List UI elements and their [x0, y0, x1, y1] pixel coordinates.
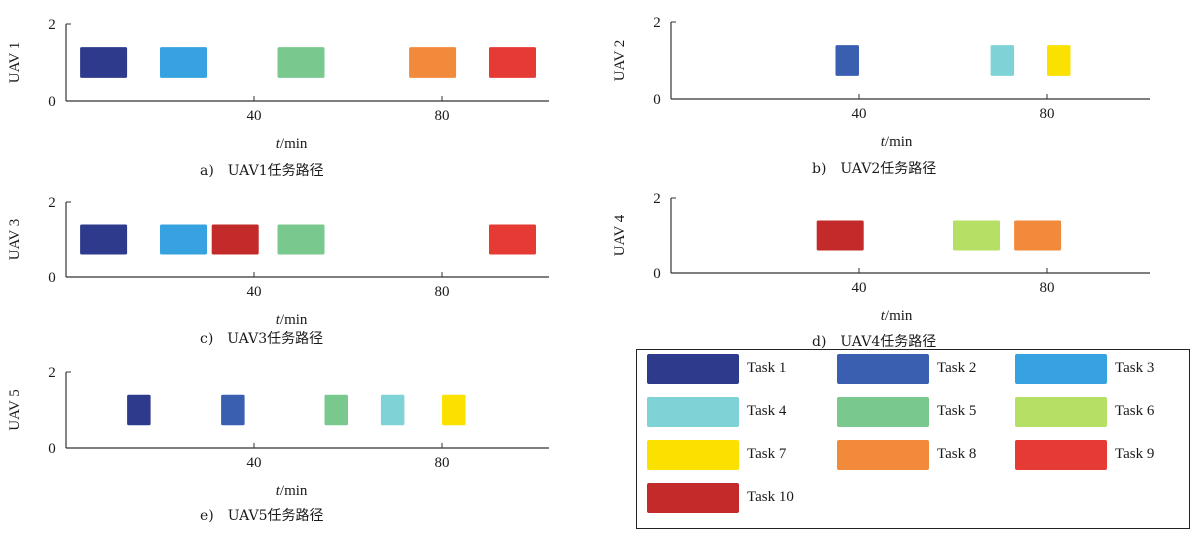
panel-4-bar-task-10: [816, 220, 864, 251]
legend-swatch: [837, 354, 929, 384]
panel-3-x-tick-label: 40: [247, 284, 262, 300]
legend-swatch: [1015, 440, 1107, 470]
panel-4-bar-task-6: [953, 220, 1000, 251]
panel-4-x-axis-label: t/min: [881, 308, 913, 324]
panel-1-bar-task-1: [80, 47, 128, 78]
panel-5-bar-task-5: [324, 394, 348, 426]
panel-4-y-axis-label: UAV 4: [612, 214, 628, 256]
legend-swatch: [1015, 354, 1107, 384]
panel-4-caption: d) UAV4任务路径: [812, 334, 936, 350]
legend-label: Task 8: [937, 446, 977, 462]
panel-3-bar-task-5: [277, 224, 325, 255]
panel-2-x-axis-label: t/min: [881, 134, 913, 150]
legend-label: Task 1: [747, 360, 787, 376]
panel-4-x-tick-label: 40: [852, 280, 867, 296]
panel-1-bar-task-9: [489, 47, 536, 78]
task-legend: Task 1 Task 2 Task 3 Task 4 Task 5 Task 6 Task…: [636, 349, 1190, 529]
panel-1-x-axis-label: t/min: [276, 136, 308, 152]
panel-3-bar-task-10: [211, 224, 259, 255]
panel-5-x-tick-label: 80: [435, 455, 450, 471]
panel-3-bar-task-1: [80, 224, 128, 255]
panel-2-x-tick-label: 40: [852, 106, 867, 122]
panel-2-caption: b) UAV2任务路径: [812, 161, 936, 177]
legend-label: Task 7: [747, 446, 787, 462]
panel-3-x-axis-label: t/min: [276, 312, 308, 328]
panel-5-x-tick-label: 40: [247, 455, 262, 471]
panel-1-caption: a) UAV1任务路径: [200, 163, 324, 179]
panel-5-x-axis-label: t/min: [276, 483, 308, 499]
panel-1-bar-task-3: [160, 47, 207, 78]
legend-swatch: [647, 397, 739, 427]
panel-4-x-tick-label: 80: [1040, 280, 1055, 296]
panel-1-y-tick-label: 0: [48, 94, 56, 110]
panel-5-bar-task-1: [127, 394, 151, 426]
panel-4-y-tick-label: 2: [653, 191, 661, 207]
legend-swatch: [647, 483, 739, 513]
panel-5-caption: e) UAV5任务路径: [200, 508, 324, 524]
panel-3-y-axis-label: UAV 3: [7, 219, 23, 261]
panel-3-y-tick-label: 0: [48, 270, 56, 286]
panel-3-caption: c) UAV3任务路径: [200, 331, 323, 347]
legend-label: Task 6: [1115, 403, 1155, 419]
panel-1-x-tick-label: 80: [435, 108, 450, 124]
panel-5-y-tick-label: 2: [48, 365, 56, 381]
panel-5-bar-task-7: [442, 394, 466, 426]
panel-3-bar-task-3: [160, 224, 207, 255]
legend-label: Task 3: [1115, 360, 1155, 376]
legend-label: Task 2: [937, 360, 977, 376]
panel-5-y-axis-label: UAV 5: [7, 389, 23, 431]
panel-3-y-tick-label: 2: [48, 195, 56, 211]
legend-swatch: [1015, 397, 1107, 427]
panel-2-bar-task-4: [990, 45, 1015, 76]
panel-4-y-tick-label: 0: [653, 266, 661, 282]
legend-swatch: [837, 440, 929, 470]
panel-1-y-tick-label: 2: [48, 17, 56, 33]
panel-5-bar-task-2: [221, 394, 245, 426]
panel-1-y-axis-label: UAV 1: [7, 42, 23, 84]
legend-swatch: [647, 354, 739, 384]
panel-2-y-tick-label: 0: [653, 92, 661, 108]
panel-1-bar-task-8: [409, 47, 457, 78]
panel-2-bar-task-7: [1047, 45, 1071, 76]
panel-3-bar-task-9: [489, 224, 536, 255]
legend-label: Task 9: [1115, 446, 1155, 462]
panel-1-bar-task-5: [277, 47, 325, 78]
panel-5-y-tick-label: 0: [48, 441, 56, 457]
panel-2-x-tick-label: 80: [1040, 106, 1055, 122]
panel-2-bar-task-2: [835, 45, 859, 76]
legend-label: Task 4: [747, 403, 787, 419]
legend-label: Task 5: [937, 403, 977, 419]
panel-5-bar-task-4: [380, 394, 405, 426]
legend-label: Task 10: [747, 489, 794, 505]
panel-2-y-tick-label: 2: [653, 15, 661, 31]
panel-3-x-tick-label: 80: [435, 284, 450, 300]
legend-swatch: [647, 440, 739, 470]
panel-2-y-axis-label: UAV 2: [612, 40, 628, 82]
legend-swatch: [837, 397, 929, 427]
panel-1-x-tick-label: 40: [247, 108, 262, 124]
panel-4-bar-task-8: [1014, 220, 1062, 251]
